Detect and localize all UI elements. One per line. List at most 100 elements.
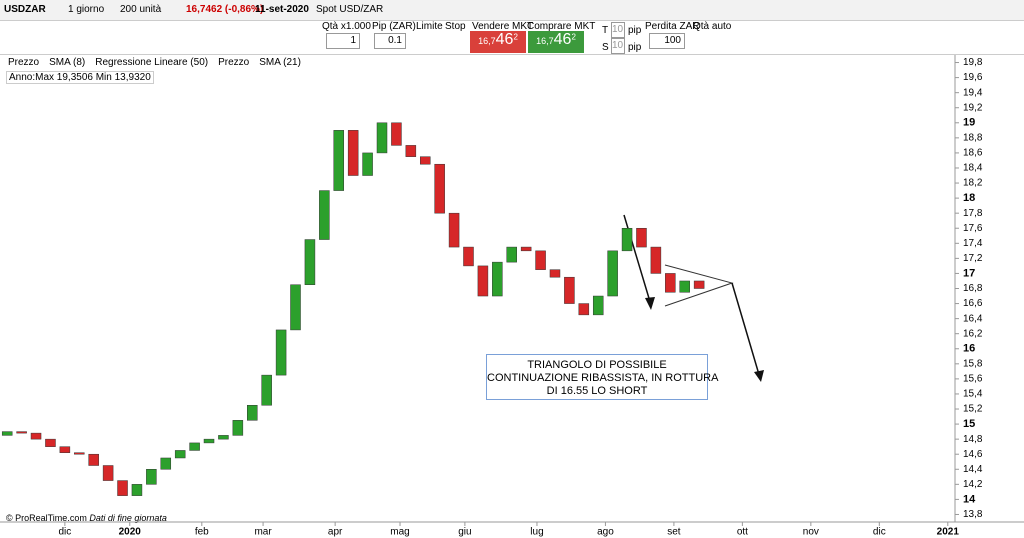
candle-body: [362, 152, 373, 176]
x-tick-label: ago: [597, 527, 614, 538]
y-tick-label: 14: [963, 493, 976, 505]
s-input[interactable]: 10: [611, 38, 625, 54]
buy-button[interactable]: 16,7462: [528, 31, 584, 53]
candle-body: [492, 261, 503, 297]
y-tick-label: 17,6: [963, 223, 983, 234]
candle-body: [88, 453, 99, 466]
y-tick-label: 17,4: [963, 238, 983, 249]
candle-body: [261, 374, 272, 406]
y-tick-label: 19,4: [963, 87, 983, 98]
y-tick-label: 15,2: [963, 404, 983, 415]
period[interactable]: 1 giorno: [68, 4, 105, 15]
buy-big: 16,7: [536, 36, 554, 46]
candle-body: [218, 435, 229, 440]
pip-input[interactable]: 0.1: [374, 33, 406, 49]
candle-body: [275, 329, 287, 376]
x-tick-label: giu: [458, 527, 471, 538]
buy-pips: 46: [553, 31, 572, 48]
t-input[interactable]: 10: [611, 22, 625, 38]
candle-body: [102, 465, 114, 481]
y-tick-label: 15,8: [963, 358, 983, 369]
candle-body: [419, 156, 431, 165]
candle-body: [189, 442, 200, 451]
candle-body: [333, 130, 345, 191]
y-tick-label: 19,8: [963, 57, 983, 68]
separator: [0, 54, 1024, 55]
pip-s: pip: [628, 42, 642, 53]
price: 16,7462 (-0,86%): [186, 4, 264, 15]
y-tick-label: 15: [963, 418, 975, 430]
symbol[interactable]: USDZAR: [4, 4, 46, 15]
candle-body: [203, 438, 215, 444]
x-tick-label: lug: [530, 527, 543, 538]
y-tick-label: 15,6: [963, 374, 983, 385]
candle-body: [679, 280, 690, 293]
x-tick-label: ott: [737, 527, 748, 538]
limit[interactable]: Limite: [416, 21, 443, 32]
s-label: S: [602, 42, 609, 53]
topbar: [0, 0, 1024, 21]
candle-body: [564, 276, 575, 304]
y-tick-label: 18,6: [963, 148, 983, 159]
x-tick-label: apr: [328, 527, 343, 538]
candle-body: [319, 190, 330, 240]
candle-body: [477, 265, 489, 297]
loss-input[interactable]: 100: [649, 33, 685, 49]
x-tick-label: 2021: [937, 527, 960, 538]
candle-body: [535, 250, 546, 270]
x-tick-label: set: [667, 527, 681, 538]
y-tick-label: 14,4: [963, 464, 983, 475]
candle-body: [693, 280, 705, 289]
note-line: TRIANGOLO DI POSSIBILE: [527, 359, 667, 371]
candle-body: [290, 284, 301, 331]
legend-entry[interactable]: SMA (21): [259, 57, 301, 68]
stop[interactable]: Stop: [445, 21, 466, 32]
candle-body: [665, 273, 676, 293]
date: 11-set-2020: [255, 4, 309, 15]
legend-entry[interactable]: SMA (8): [49, 57, 86, 68]
candle-body: [30, 432, 42, 440]
candle-body: [117, 480, 128, 496]
y-tick-label: 14,6: [963, 449, 983, 460]
legend-entry[interactable]: Prezzo: [8, 57, 40, 68]
legend-entry[interactable]: Prezzo: [218, 57, 250, 68]
x-tick-label: 2020: [119, 527, 142, 538]
legend-entry[interactable]: Regressione Lineare (50): [95, 57, 209, 68]
y-tick-label: 15,4: [963, 389, 983, 400]
y-tick-label: 13,8: [963, 509, 983, 520]
qty-input[interactable]: 1: [326, 33, 360, 49]
candle-body: [74, 452, 85, 455]
sell-button[interactable]: 16,7462: [470, 31, 526, 53]
candle-body: [232, 420, 244, 436]
candle-body: [520, 246, 532, 252]
candle-body: [621, 227, 633, 252]
instrument: Spot USD/ZAR: [316, 4, 384, 15]
candle-body: [16, 431, 27, 434]
pip-label: Pip (ZAR): [372, 21, 416, 32]
y-tick-label: 14,2: [963, 479, 983, 490]
candle-body: [463, 246, 474, 267]
buy-label: Comprare MKT: [527, 21, 596, 32]
units[interactable]: 200 unità: [120, 4, 162, 15]
loss-label: Perdita ZAR: [645, 21, 700, 32]
auto-qty[interactable]: Qtà auto: [693, 21, 732, 32]
footer: © ProRealTime.com Dati di fine giornata: [6, 513, 167, 523]
candle-body: [405, 145, 417, 157]
y-tick-label: 16,8: [963, 283, 983, 294]
info: Anno:Max 19,3506 Min 13,9320: [6, 71, 154, 84]
sell-pips: 46: [495, 31, 514, 48]
x-tick-label: mar: [254, 527, 272, 538]
y-tick-label: 18,4: [963, 163, 983, 174]
sell-frac: 2: [513, 32, 518, 42]
y-tick-label: 14,8: [963, 434, 983, 445]
candle-body: [174, 450, 186, 459]
pip-t: pip: [628, 25, 642, 36]
y-tick-label: 17,8: [963, 208, 983, 219]
y-tick-label: 19,2: [963, 102, 983, 113]
note-line: DI 16.55 LO SHORT: [546, 385, 648, 397]
note-line: CONTINUAZIONE RIBASSISTA, IN ROTTURA: [487, 372, 719, 384]
annotation-box: TRIANGOLO DI POSSIBILE CONTINUAZIONE RIBA…: [486, 354, 719, 400]
candle-body: [391, 122, 402, 146]
y-tick-label: 16: [963, 343, 975, 355]
